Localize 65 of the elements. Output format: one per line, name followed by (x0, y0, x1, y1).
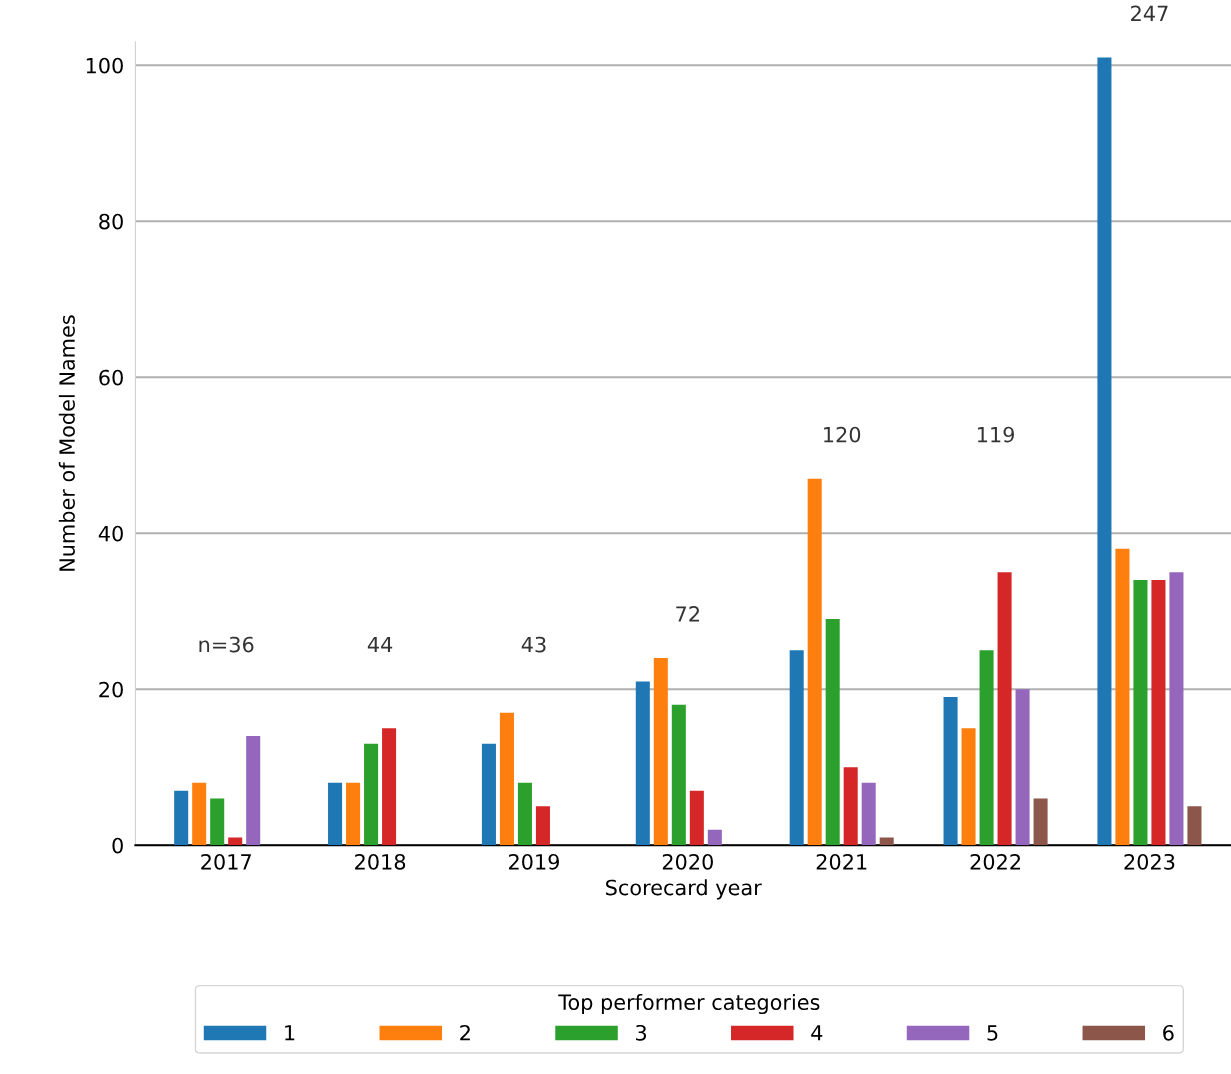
x-tick-label: 2018 (355, 853, 406, 870)
bar (1015, 689, 1030, 846)
annotation: 44 (367, 636, 393, 653)
bar (689, 790, 704, 846)
bar (653, 658, 668, 846)
bar (210, 798, 225, 846)
legend-title: Top performer categories (558, 993, 820, 1015)
bar (517, 782, 532, 846)
annotation: 120 (824, 426, 861, 443)
y-axis-title: Number of Model Names (58, 315, 75, 571)
annotation: n=36 (199, 636, 254, 653)
bar (346, 782, 361, 846)
bar (481, 743, 496, 846)
bar (1151, 580, 1166, 846)
x-tick-label: 2021 (816, 853, 867, 870)
bar (825, 619, 840, 846)
annotation: 119 (977, 426, 1014, 443)
bar (228, 837, 243, 846)
bar (997, 572, 1012, 846)
bar (943, 697, 958, 846)
bar (174, 790, 189, 846)
x-tick-label: 2023 (1124, 853, 1175, 870)
bar (1169, 572, 1184, 846)
bar (879, 837, 894, 846)
bar (1187, 806, 1202, 846)
annotation: 43 (521, 636, 546, 653)
legend-label: 2 (460, 1024, 470, 1041)
bar (961, 728, 976, 846)
x-tick-label: 2019 (508, 853, 559, 870)
bar (364, 743, 379, 846)
legend-label: 1 (285, 1025, 295, 1041)
bar (707, 829, 722, 846)
x-tick-label: 2022 (970, 853, 1020, 870)
bar (382, 728, 397, 846)
legend-label: 6 (1163, 1024, 1174, 1041)
bar (1133, 580, 1148, 846)
y-tick-label: 100 (86, 57, 123, 74)
x-axis-title: Scorecard year (606, 879, 762, 900)
y-tick-label: 60 (99, 369, 123, 386)
bar (1097, 57, 1112, 846)
bar (499, 712, 514, 846)
x-tick-label: 2017 (201, 853, 251, 870)
y-tick-label: 40 (98, 525, 123, 542)
bar (979, 650, 994, 846)
y-tick-label: 20 (99, 681, 123, 698)
bar (671, 704, 686, 846)
y-tick-label: 80 (99, 213, 123, 230)
legend-label: 4 (811, 1025, 823, 1041)
text: 247 (1131, 5, 1168, 22)
bar (861, 782, 876, 846)
bar (535, 806, 550, 846)
legend-label: 5 (987, 1025, 998, 1041)
bar (635, 681, 650, 846)
bar (192, 782, 207, 846)
bar (843, 767, 858, 846)
legend-label: 3 (636, 1024, 647, 1041)
y-tick-label: 0 (112, 837, 123, 854)
bar (246, 736, 261, 846)
x-tick-label: 2020 (662, 853, 713, 870)
bar (807, 478, 822, 846)
bar (1115, 548, 1130, 846)
annotation: 72 (676, 606, 699, 622)
bar (789, 650, 804, 846)
bar (328, 782, 343, 846)
bar (1033, 798, 1048, 846)
